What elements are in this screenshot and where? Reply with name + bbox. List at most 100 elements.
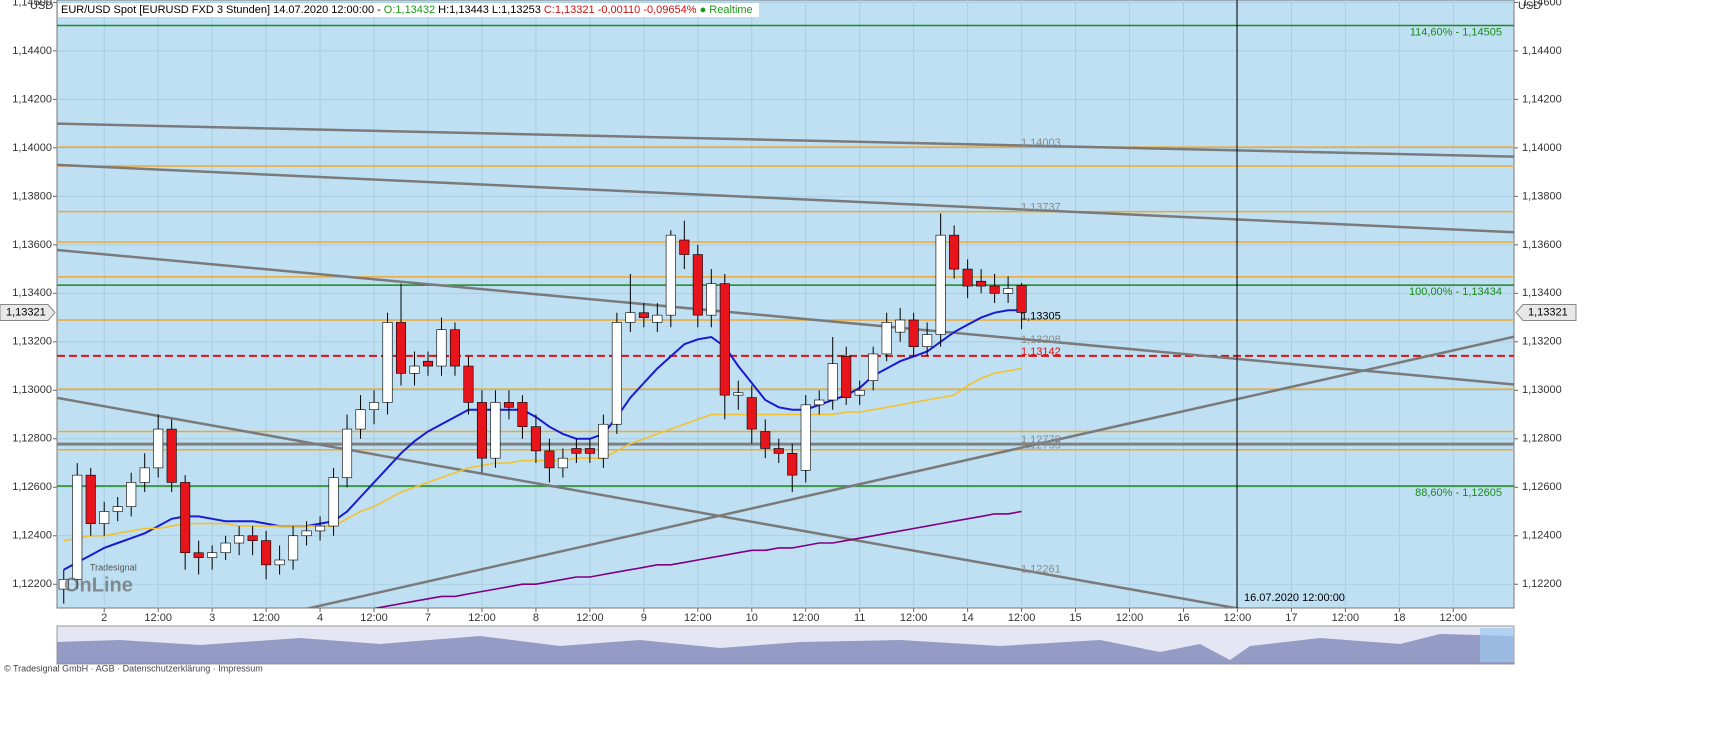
candle-body [679, 239, 690, 255]
x-tick-label: 12:00 [1008, 612, 1036, 624]
candle-body [153, 428, 164, 469]
series-line [63, 309, 1022, 571]
x-tick-label: 3 [209, 612, 215, 624]
candle-body [665, 234, 676, 316]
currency-right: USD [1518, 0, 1541, 12]
x-tick-label: 8 [533, 612, 539, 624]
last-price-label: 1,13321 [6, 306, 46, 318]
y-tick-label-right: 1,12200 [1522, 578, 1562, 590]
annotation: 1,12261 [1021, 563, 1061, 575]
header: EUR/USD Spot [EURUSD FXD 3 Stunden] 14.0… [58, 3, 759, 17]
plot [57, 24, 1514, 608]
candle-body [72, 474, 83, 580]
last-price-label-right: 1,13321 [1528, 306, 1568, 318]
x-tick-label: 12:00 [900, 612, 928, 624]
x-tick-label: 9 [641, 612, 647, 624]
watermark: OnLine [64, 574, 133, 596]
y-tick-label: 1,14000 [12, 142, 52, 154]
y-tick-label-right: 1,14400 [1522, 45, 1562, 57]
header-part: H:1,13443 [438, 4, 489, 16]
candle-body [355, 409, 366, 430]
candle-body [449, 329, 460, 367]
x-tick-label: 12:00 [576, 612, 604, 624]
candle-body [935, 234, 946, 335]
candle-body [949, 234, 960, 270]
last-price-marker-right [1515, 303, 1577, 321]
candle-body [868, 353, 879, 381]
x-tick-label: 12:00 [252, 612, 280, 624]
navigator-area [57, 634, 1514, 664]
header-part: O:1,13432 [383, 4, 436, 16]
candle-body [706, 283, 717, 316]
candle-body [1003, 288, 1014, 294]
trend-line [57, 396, 1243, 608]
candle-body [126, 482, 137, 507]
x-tick-label: 10 [746, 612, 758, 624]
candle-body [652, 314, 663, 323]
footer: © Tradesignal GmbH · AGB · Datenschutzer… [4, 663, 263, 673]
y-tick-label-right: 1,13000 [1522, 384, 1562, 396]
candle-body [895, 319, 906, 333]
x-tick-label: 15 [1069, 612, 1081, 624]
header-part: L:1,13253 [491, 4, 541, 16]
y-tick-label-right: 1,14200 [1522, 93, 1562, 105]
y-tick-label-right: 1,13200 [1522, 336, 1562, 348]
candle-body [261, 540, 272, 566]
x-tick-label: 12:00 [1440, 612, 1468, 624]
y-tick-label-right: 1,14000 [1522, 142, 1562, 154]
header-part: EUR/USD Spot [EURUSD FXD 3 Stunden] 14.0… [61, 4, 381, 16]
y-tick-label-right: 1,13600 [1522, 239, 1562, 251]
level-label: 1,14003 [1021, 137, 1061, 149]
y-tick-label: 1,12400 [12, 530, 52, 542]
candle-body [112, 506, 123, 512]
y-tick-label: 1,12600 [12, 481, 52, 493]
level-label: 1,12778 [1021, 434, 1061, 446]
candle-body [962, 268, 973, 287]
trend-line [57, 122, 1514, 158]
annotation: 1,13305 [1021, 310, 1061, 322]
candle-body [814, 399, 825, 406]
candle-body [207, 552, 218, 558]
y-tick-label: 1,13200 [12, 336, 52, 348]
candle-body [692, 254, 703, 316]
candle-body [436, 329, 447, 367]
x-tick-label: 14 [962, 612, 974, 624]
candle-body [854, 390, 865, 396]
x-tick-label: 11 [854, 612, 865, 624]
x-tick-label: 12:00 [684, 612, 712, 624]
y-tick-label-right: 1,12400 [1522, 530, 1562, 542]
candle-body [315, 525, 326, 532]
x-tick-label: 7 [425, 612, 431, 624]
plot-area [56, 0, 1515, 609]
candle-body [787, 453, 798, 476]
candle-body [976, 280, 987, 287]
x-tick-label: 12:00 [360, 612, 388, 624]
candle-body [490, 402, 501, 459]
candle-body [180, 482, 191, 554]
candle-body [571, 448, 582, 454]
candle-body [328, 477, 339, 527]
y-tick-label-right: 1,12600 [1522, 481, 1562, 493]
candle-body [544, 450, 555, 469]
candle-body [503, 402, 514, 408]
level-label: 1,12755 [1021, 440, 1061, 452]
annotation: 1,13208 [1021, 334, 1061, 346]
level-label: 100,00% - 1,13434 [1409, 286, 1502, 298]
level-label: 88,60% - 1,12605 [1415, 487, 1502, 499]
candle-body [746, 397, 757, 430]
series-line [373, 510, 1022, 608]
candle-body [922, 334, 933, 347]
candle-body [395, 322, 407, 374]
candle-body [625, 312, 636, 323]
candle-body [234, 535, 245, 544]
trend-line [57, 163, 1514, 234]
candle-body [719, 283, 730, 396]
y-tick-label: 1,13800 [12, 190, 52, 202]
candle-body [800, 404, 811, 471]
candle-body [638, 312, 649, 318]
candle-body [247, 535, 258, 541]
candle-body [530, 426, 541, 452]
candle-body [99, 511, 110, 524]
